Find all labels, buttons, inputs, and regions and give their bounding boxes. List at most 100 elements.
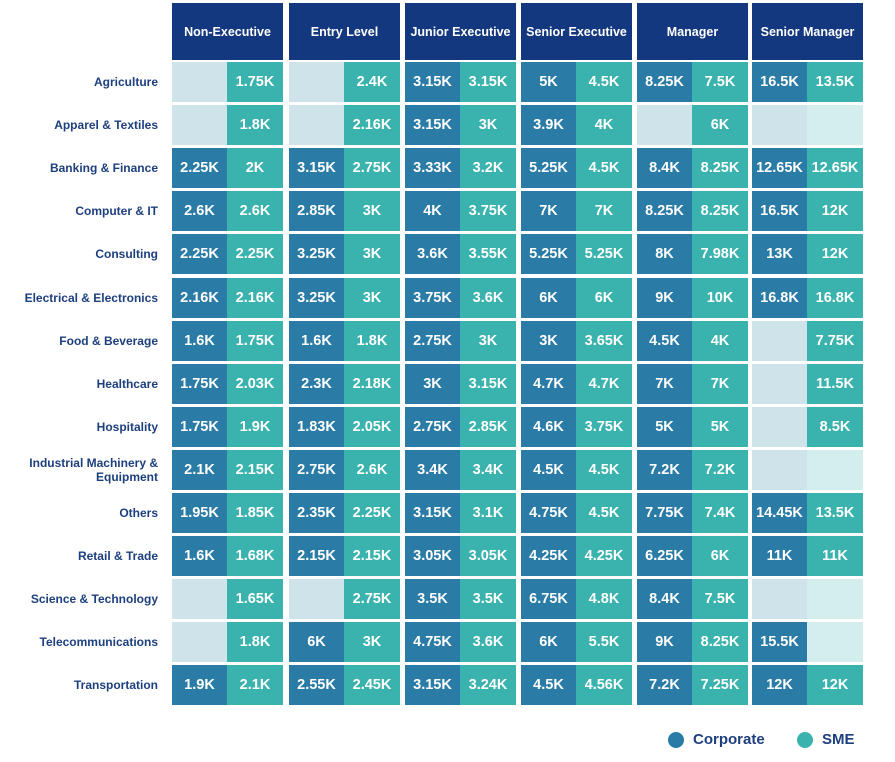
- data-cell-sme: 3.75K: [460, 191, 516, 232]
- data-cell-corporate: 8.4K: [637, 148, 692, 189]
- data-cell-corporate: 1.6K: [289, 320, 344, 361]
- empty-cell-sme: [807, 579, 863, 620]
- empty-cell-sme: [807, 622, 863, 663]
- data-cell-corporate: 12.65K: [752, 148, 807, 189]
- data-cell-sme: 3K: [344, 191, 400, 232]
- data-cell-sme: 8.5K: [807, 406, 863, 447]
- data-cell-sme: 3.05K: [460, 536, 516, 577]
- data-cell-corporate: 15.5K: [752, 622, 807, 663]
- data-cell-corporate: 2.25K: [172, 234, 227, 275]
- data-cell-corporate: 14.45K: [752, 493, 807, 533]
- data-cell-sme: 4K: [576, 105, 632, 146]
- legend-sme: SME: [797, 731, 855, 748]
- data-cell-sme: 10K: [692, 277, 748, 318]
- data-cell-corporate: 1.6K: [172, 320, 227, 361]
- empty-cell-corporate: [289, 105, 344, 146]
- data-cell-corporate: 5.25K: [521, 234, 576, 275]
- data-cell-sme: 2.18K: [344, 363, 400, 404]
- data-cell-sme: 7.25K: [692, 665, 748, 706]
- data-cell-corporate: 3.05K: [405, 536, 460, 577]
- data-cell-sme: 13.5K: [807, 62, 863, 102]
- data-cell-corporate: 2.55K: [289, 665, 344, 706]
- data-cell-sme: 1.8K: [344, 320, 400, 361]
- data-cell-corporate: 3.25K: [289, 277, 344, 318]
- legend-corporate: Corporate: [668, 731, 765, 748]
- data-cell-corporate: 6.75K: [521, 579, 576, 620]
- legend-dot-sme: [797, 731, 813, 748]
- data-cell-corporate: 2.6K: [172, 191, 227, 232]
- data-cell-corporate: 3.75K: [405, 277, 460, 318]
- data-cell-sme: 6K: [576, 277, 632, 318]
- data-cell-corporate: 16.5K: [752, 62, 807, 102]
- data-cell-sme: 3K: [344, 234, 400, 275]
- row-label: Industrial Machinery & Equipment: [29, 455, 158, 484]
- data-cell-sme: 2.15K: [344, 536, 400, 577]
- data-cell-sme: 3.6K: [460, 277, 516, 318]
- row-label: Healthcare: [96, 376, 158, 391]
- data-cell-corporate: 2.35K: [289, 493, 344, 533]
- data-cell-corporate: 3.15K: [405, 62, 460, 102]
- data-cell-corporate: 5K: [521, 62, 576, 102]
- data-cell-sme: 2.6K: [227, 191, 283, 232]
- data-cell-corporate: 3.5K: [405, 579, 460, 620]
- data-cell-sme: 12K: [807, 234, 863, 275]
- data-cell-sme: 13.5K: [807, 493, 863, 533]
- data-cell-corporate: 1.6K: [172, 536, 227, 577]
- row-label: Retail & Trade: [77, 549, 158, 564]
- row-label: Science & Technology: [30, 592, 158, 607]
- data-cell-sme: 2.1K: [227, 665, 283, 706]
- data-cell-sme: 1.68K: [227, 536, 283, 577]
- empty-cell-corporate: [172, 105, 227, 146]
- data-cell-corporate: 4.75K: [521, 493, 576, 533]
- data-cell-sme: 2K: [227, 148, 283, 189]
- data-cell-corporate: 7.2K: [637, 449, 692, 490]
- data-cell-corporate: 2.15K: [289, 536, 344, 577]
- row-label: Transportation: [73, 678, 158, 693]
- data-cell-corporate: 6.25K: [637, 536, 692, 577]
- row-label: Consulting: [95, 247, 158, 262]
- data-cell-sme: 4.56K: [576, 665, 632, 706]
- row-label: Hospitality: [96, 419, 158, 434]
- data-cell-sme: 12K: [807, 191, 863, 232]
- data-cell-sme: 2.03K: [227, 363, 283, 404]
- data-cell-corporate: 9K: [637, 622, 692, 663]
- data-cell-sme: 2.4K: [344, 62, 400, 102]
- row-label: Agriculture: [93, 75, 158, 89]
- data-cell-corporate: 1.75K: [172, 406, 227, 447]
- data-cell-sme: 8.25K: [692, 148, 748, 189]
- data-cell-corporate: 2.1K: [172, 449, 227, 490]
- data-cell-corporate: 3.9K: [521, 105, 576, 146]
- row-label: Food & Beverage: [59, 333, 158, 348]
- empty-cell-corporate: [172, 622, 227, 663]
- data-cell-corporate: 2.16K: [172, 277, 227, 318]
- data-cell-corporate: 3.15K: [405, 105, 460, 146]
- data-cell-corporate: 3.25K: [289, 234, 344, 275]
- data-cell-corporate: 6K: [521, 622, 576, 663]
- data-cell-sme: 16.8K: [807, 277, 863, 318]
- data-cell-sme: 2.75K: [344, 148, 400, 189]
- data-cell-corporate: 5K: [637, 406, 692, 447]
- data-cell-sme: 2.75K: [344, 579, 400, 620]
- data-cell-corporate: 8.25K: [637, 191, 692, 232]
- data-cell-sme: 6K: [692, 536, 748, 577]
- data-cell-corporate: 9K: [637, 277, 692, 318]
- data-cell-sme: 3.1K: [460, 493, 516, 533]
- column-header: Non-Executive: [172, 3, 283, 60]
- data-cell-sme: 11K: [807, 536, 863, 577]
- data-cell-sme: 7K: [692, 363, 748, 404]
- data-cell-sme: 3.65K: [576, 320, 632, 361]
- data-cell-corporate: 2.25K: [172, 148, 227, 189]
- row-label: Apparel & Textiles: [54, 118, 158, 133]
- data-cell-corporate: 3.4K: [405, 449, 460, 490]
- data-cell-sme: 7.75K: [807, 320, 863, 361]
- data-cell-sme: 8.25K: [692, 191, 748, 232]
- row-label: Electrical & Electronics: [24, 290, 158, 305]
- data-cell-corporate: 7.2K: [637, 665, 692, 706]
- data-cell-sme: 2.6K: [344, 449, 400, 490]
- data-cell-sme: 1.8K: [227, 105, 283, 146]
- data-cell-sme: 2.85K: [460, 406, 516, 447]
- row-label: Telecommunications: [39, 635, 158, 650]
- data-cell-corporate: 7K: [637, 363, 692, 404]
- empty-cell-corporate: [752, 320, 807, 361]
- data-cell-sme: 1.75K: [227, 320, 283, 361]
